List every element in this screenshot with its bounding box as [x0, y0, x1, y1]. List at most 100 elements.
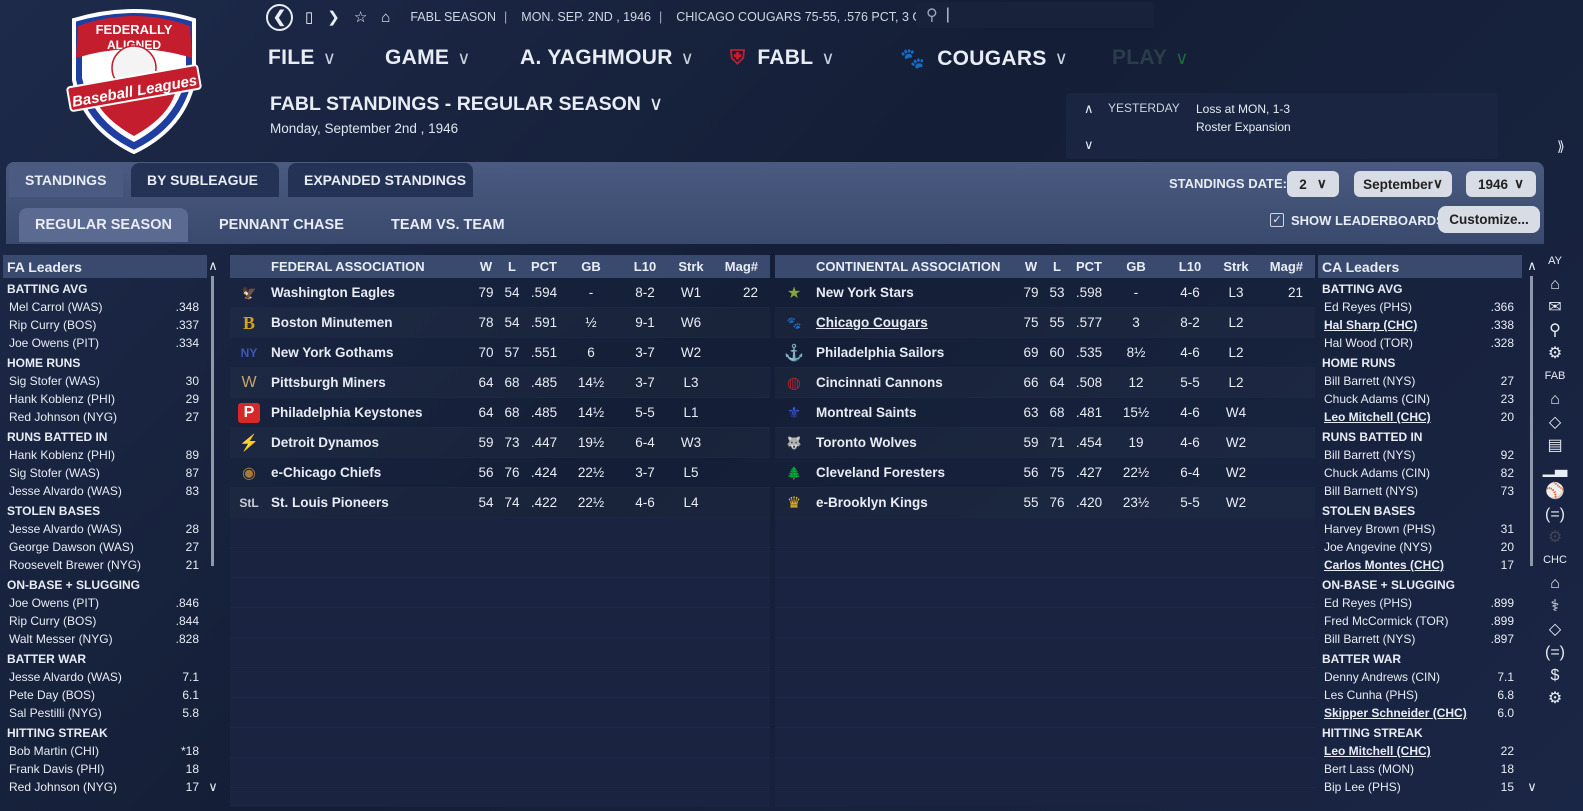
team-name[interactable]: Pittsburgh Miners [271, 375, 386, 390]
team-name[interactable]: Chicago Cougars [816, 315, 928, 330]
standings-row[interactable]: ★ New York Stars 79 53 .598 - 4-6 L3 21 [775, 278, 1315, 308]
search-icon[interactable]: ⚲ [1549, 322, 1561, 339]
standings-row[interactable]: ⚜ Montreal Saints 63 68 .481 15½ 4-6 W4 [775, 398, 1315, 428]
scroll-up-icon[interactable]: ∧ [1527, 258, 1537, 273]
leader-player-name[interactable]: Pete Day (BOS) [9, 688, 96, 702]
division-name[interactable]: FEDERAL ASSOCIATION [271, 259, 425, 274]
gear-icon[interactable]: ⚙ [1547, 529, 1563, 546]
division-name[interactable]: CONTINENTAL ASSOCIATION [816, 259, 1001, 274]
standings-row[interactable]: B Boston Minutemen 78 54 .591 ½ 9-1 W6 [230, 308, 770, 338]
leader-player-name[interactable]: Red Johnson (NYG) [9, 410, 118, 424]
leader-player-name[interactable]: Bill Barrett (NYS) [1324, 374, 1416, 388]
standings-row[interactable]: ⚓ Philadelphia Sailors 69 60 .535 8½ 4-6 L2 [775, 338, 1315, 368]
tab-by-subleague[interactable]: BY SUBLEAGUE [131, 163, 279, 197]
standings-row[interactable]: 🦅 Washington Eagles 79 54 .594 - 8-2 W1 22 [230, 278, 770, 308]
leader-player-name[interactable]: Carlos Montes (CHC) [1324, 558, 1445, 572]
diamond-icon[interactable]: ◇ [1548, 414, 1562, 431]
leader-player-name[interactable]: Jesse Alvardo (WAS) [9, 522, 122, 536]
column-header-pct[interactable]: PCT [531, 259, 557, 274]
column-header-gb[interactable]: GB [1126, 259, 1146, 274]
column-header-mag[interactable]: Mag# [724, 259, 758, 274]
leader-player-name[interactable]: Joe Angevine (NYS) [1324, 540, 1433, 554]
mail-icon[interactable]: ✉ [1548, 299, 1562, 316]
leader-player-name[interactable]: Bip Lee (PHS) [1324, 780, 1401, 794]
team-name[interactable]: St. Louis Pioneers [271, 495, 389, 510]
menu-game[interactable]: GAME ∨ [385, 46, 471, 70]
team-name[interactable]: Montreal Saints [816, 405, 917, 420]
leader-player-name[interactable]: Roosevelt Brewer (NYG) [9, 558, 142, 572]
dollar-icon[interactable]: $ [1550, 667, 1560, 684]
breadcrumb-team-record[interactable]: CHICAGO COUGARS 75-55, .576 PCT, 3 GB - … [676, 10, 963, 24]
subtab-team-vs-team[interactable]: TEAM VS. TEAM [391, 217, 505, 233]
leader-player-name[interactable]: Chuck Adams (CIN) [1324, 466, 1431, 480]
leader-player-name[interactable]: Ed Reyes (PHS) [1324, 596, 1413, 610]
leader-player-name[interactable]: Bill Barrett (NYS) [1324, 632, 1416, 646]
leader-player-name[interactable]: Harvey Brown (PHS) [1324, 522, 1436, 536]
stethoscope-icon[interactable]: ⚕ [1550, 598, 1560, 615]
team-name[interactable]: Detroit Dynamos [271, 435, 380, 450]
leader-player-name[interactable]: Bert Lass (MON) [1324, 762, 1415, 776]
standings-row[interactable]: 🌲 Cleveland Foresters 56 75 .427 22½ 6-4 W2 [775, 458, 1315, 488]
tab-expanded-standings[interactable]: EXPANDED STANDINGS [288, 163, 473, 197]
column-header-strk[interactable]: Strk [678, 259, 704, 274]
home-icon[interactable]: ⌂ [381, 8, 391, 26]
leader-player-name[interactable]: Les Cunha (PHS) [1324, 688, 1419, 702]
equals-icon[interactable]: (=) [1545, 506, 1565, 523]
leader-player-name[interactable]: Hank Koblenz (PHI) [9, 392, 116, 406]
menu-team[interactable]: 🐾 COUGARS ∨ [900, 46, 1068, 71]
leader-player-name[interactable]: Hal Wood (TOR) [1324, 336, 1413, 350]
menu-manager[interactable]: A. YAGHMOUR ∨ [520, 46, 694, 70]
standings-row[interactable]: ◍ Cincinnati Cannons 66 64 .508 12 5-5 L2 [775, 368, 1315, 398]
menu-file[interactable]: FILE ∨ [268, 46, 336, 70]
scroll-up-icon[interactable]: ∧ [208, 258, 218, 273]
fabl-logo[interactable]: FEDERALLY ALIGNED Baseball Leagues [64, 6, 204, 154]
gear-icon[interactable]: ⚙ [1547, 690, 1563, 707]
tab-standings[interactable]: STANDINGS [9, 163, 123, 197]
standings-row[interactable]: 🐾 Chicago Cougars 75 55 .577 3 8-2 L2 [775, 308, 1315, 338]
standings-row[interactable]: P Philadelphia Keystones 64 68 .485 14½ 5-5 L1 [230, 398, 770, 428]
column-header-pct[interactable]: PCT [1076, 259, 1102, 274]
leader-player-name[interactable]: Leo Mitchell (CHC) [1324, 744, 1431, 758]
search-input[interactable]: ⚲ | [916, 2, 1154, 28]
team-name[interactable]: e-Chicago Chiefs [271, 465, 382, 480]
chevron-down-icon[interactable]: ∨ [1084, 137, 1094, 152]
equals-icon[interactable]: (=) [1545, 644, 1565, 661]
customize-button[interactable]: Customize... [1438, 206, 1540, 233]
column-header-mag[interactable]: Mag# [1269, 259, 1303, 274]
scroll-down-icon[interactable]: ∨ [1527, 779, 1537, 794]
team-name[interactable]: Philadelphia Sailors [816, 345, 945, 360]
leader-player-name[interactable]: Joe Owens (PIT) [9, 596, 100, 610]
home-icon[interactable]: ⌂ [1550, 391, 1560, 408]
menu-league[interactable]: ⛨ FABL ∨ [730, 46, 835, 70]
leader-player-name[interactable]: Chuck Adams (CIN) [1324, 392, 1431, 406]
news-item[interactable]: Roster Expansion [1196, 120, 1291, 134]
month-select[interactable]: September ∨ [1354, 171, 1452, 197]
breadcrumb-season[interactable]: FABL SEASON [410, 10, 497, 24]
leader-player-name[interactable]: Red Johnson (NYG) [9, 780, 118, 794]
leader-player-name[interactable]: Hal Sharp (CHC) [1324, 318, 1418, 332]
leader-player-name[interactable]: Sig Stofer (WAS) [9, 374, 100, 388]
subtab-pennant-chase[interactable]: PENNANT CHASE [219, 217, 344, 233]
menu-play[interactable]: PLAY ∨ [1112, 46, 1189, 70]
news-item[interactable]: Loss at MON, 1-3 [1196, 102, 1291, 116]
leader-player-name[interactable]: Hank Koblenz (PHI) [9, 448, 116, 462]
standings-row[interactable]: W Pittsburgh Miners 64 68 .485 14½ 3-7 L3 [230, 368, 770, 398]
standings-row[interactable]: ⚡ Detroit Dynamos 59 73 .447 19½ 6-4 W3 [230, 428, 770, 458]
home-icon[interactable]: ⌂ [1550, 276, 1560, 293]
leader-player-name[interactable]: Sal Pestilli (NYG) [9, 706, 102, 720]
team-name[interactable]: Cincinnati Cannons [816, 375, 943, 390]
gear-icon[interactable]: ⚙ [1547, 345, 1563, 362]
home-icon[interactable]: ⌂ [1550, 575, 1560, 592]
subtab-regular-season[interactable]: REGULAR SEASON [19, 208, 188, 242]
team-name[interactable]: Philadelphia Keystones [271, 405, 423, 420]
leader-player-name[interactable]: Joe Owens (PIT) [9, 336, 100, 350]
leader-player-name[interactable]: Fred McCormick (TOR) [1324, 614, 1449, 628]
scrollbar-thumb[interactable] [211, 276, 214, 566]
team-name[interactable]: Boston Minutemen [271, 315, 393, 330]
leader-player-name[interactable]: Jesse Alvardo (WAS) [9, 484, 122, 498]
team-name[interactable]: Washington Eagles [271, 285, 396, 300]
standings-row[interactable]: NY New York Gothams 70 57 .551 6 3-7 W2 [230, 338, 770, 368]
leader-player-name[interactable]: Sig Stofer (WAS) [9, 466, 100, 480]
leader-player-name[interactable]: Bill Barnett (NYS) [1324, 484, 1419, 498]
page-title[interactable]: FABL STANDINGS - REGULAR SEASON ∨ [270, 92, 663, 116]
